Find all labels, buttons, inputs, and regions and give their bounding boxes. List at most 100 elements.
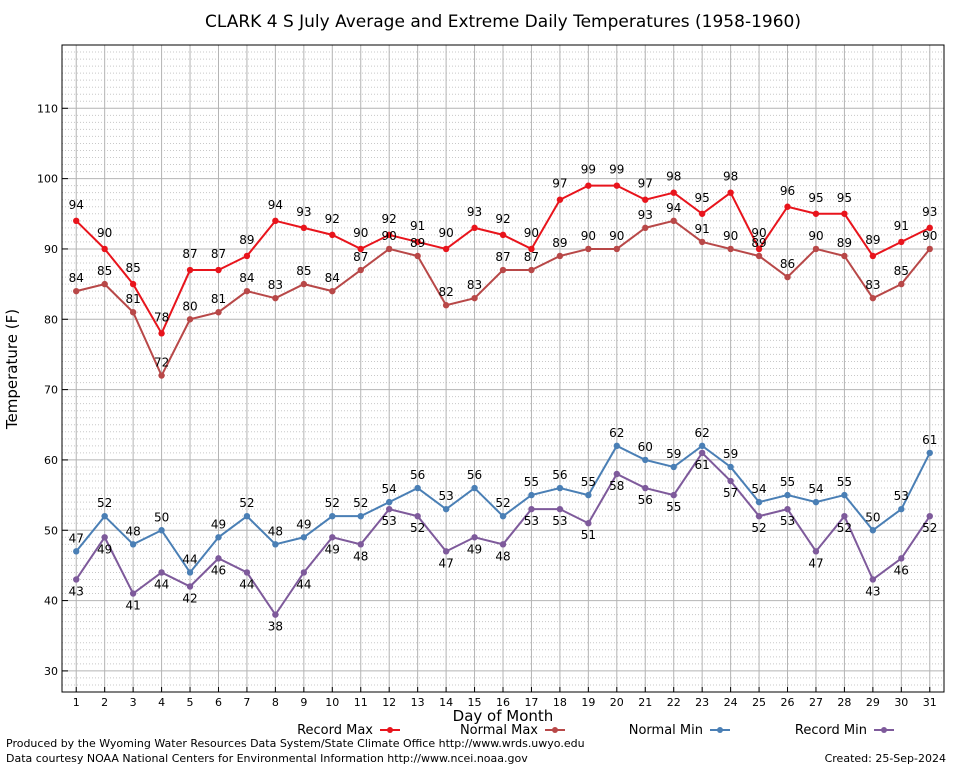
data-label-record-max: 87 (211, 247, 226, 261)
data-label-normal-min: 56 (467, 468, 482, 482)
point-record-min (243, 569, 251, 576)
point-normal-min (727, 463, 734, 471)
data-label-record-min: 46 (211, 563, 226, 577)
x-tick-label: 21 (638, 696, 652, 709)
y-tick-label: 40 (44, 595, 58, 608)
data-label-record-min: 49 (97, 542, 112, 556)
point-record-min (755, 512, 763, 520)
data-label-record-max: 95 (808, 191, 823, 205)
legend-marker-record-min (881, 727, 887, 733)
y-tick-label: 70 (44, 384, 58, 397)
point-record-max (471, 224, 478, 232)
data-label-record-max: 92 (325, 212, 340, 226)
point-record-max (442, 245, 450, 253)
data-label-record-min: 57 (723, 486, 738, 500)
point-normal-max (300, 280, 308, 288)
data-label-normal-min: 52 (239, 496, 254, 510)
point-normal-min (300, 534, 308, 541)
point-normal-min (329, 512, 336, 520)
data-label-record-min: 52 (922, 521, 937, 535)
point-record-max (585, 182, 592, 189)
data-label-normal-max: 82 (438, 285, 453, 299)
point-record-min (300, 569, 308, 576)
data-label-normal-max: 86 (780, 257, 795, 271)
data-label-record-min: 44 (239, 577, 254, 591)
y-axis-label: Temperature (F) (3, 309, 21, 430)
y-tick-label: 110 (37, 102, 58, 115)
x-tick-label: 26 (781, 696, 795, 709)
point-normal-max (812, 245, 820, 253)
point-normal-max (613, 245, 621, 253)
point-normal-max (869, 294, 877, 302)
data-label-record-max: 94 (268, 198, 283, 212)
point-normal-max (215, 309, 222, 316)
point-normal-min (186, 569, 194, 576)
data-label-record-max: 97 (552, 177, 567, 191)
data-label-record-max: 90 (524, 226, 539, 240)
data-label-normal-min: 53 (894, 489, 909, 503)
point-record-max (613, 182, 621, 189)
data-label-record-max: 95 (695, 191, 710, 205)
point-normal-min (898, 505, 905, 513)
data-label-normal-min: 54 (751, 482, 766, 496)
point-record-max (300, 224, 308, 232)
data-label-record-max: 98 (666, 170, 681, 184)
data-label-normal-min: 62 (695, 426, 710, 440)
data-label-normal-min: 55 (837, 475, 852, 489)
data-label-normal-min: 52 (325, 496, 340, 510)
point-normal-min (385, 498, 393, 506)
data-label-record-max: 95 (837, 191, 852, 205)
data-label-record-min: 49 (325, 542, 340, 556)
data-label-normal-max: 72 (154, 356, 169, 370)
point-record-max (784, 203, 791, 210)
point-normal-max (414, 252, 421, 260)
point-normal-max (556, 252, 564, 260)
point-record-max (329, 231, 336, 239)
point-record-max (129, 280, 137, 288)
point-normal-max (357, 266, 364, 274)
point-normal-max (272, 294, 279, 302)
data-label-record-min: 42 (182, 592, 197, 606)
x-tick-label: 19 (581, 696, 595, 709)
point-record-max (869, 252, 877, 260)
point-normal-min (215, 534, 222, 541)
x-tick-label: 6 (215, 696, 222, 709)
y-tick-label: 30 (44, 665, 58, 678)
x-tick-label: 9 (300, 696, 307, 709)
footer-created: Created: 25-Sep-2024 (824, 752, 946, 765)
point-record-max (755, 245, 763, 253)
data-label-record-max: 92 (382, 212, 397, 226)
data-label-normal-max: 90 (382, 229, 397, 243)
data-label-normal-min: 56 (410, 468, 425, 482)
data-label-normal-max: 83 (865, 278, 880, 292)
data-labels: 94 90 85 78 87 87 89 94 93 92 90 92 91 90 93 92 90 97 99 99… (69, 163, 938, 634)
data-label-normal-max: 89 (410, 236, 425, 250)
data-label-normal-min: 55 (524, 475, 539, 489)
x-tick-label: 23 (695, 696, 709, 709)
point-record-min (329, 534, 336, 541)
data-label-record-max: 89 (865, 233, 880, 247)
point-normal-min (471, 484, 478, 492)
point-record-max (357, 245, 364, 253)
data-label-record-min: 47 (808, 556, 823, 570)
point-record-min (812, 548, 820, 555)
data-label-record-min: 61 (695, 458, 710, 472)
data-label-normal-max: 84 (325, 271, 340, 285)
point-record-max (73, 217, 80, 225)
footer-courtesy: Data courtesy NOAA National Centers for … (6, 752, 528, 765)
point-record-min (101, 534, 108, 541)
data-label-normal-max: 90 (922, 229, 937, 243)
data-label-normal-min: 62 (609, 426, 624, 440)
point-normal-max (499, 266, 507, 274)
x-axis-label: Day of Month (453, 707, 554, 725)
point-record-min (414, 512, 421, 520)
point-normal-min (841, 491, 848, 499)
point-normal-min (528, 491, 535, 499)
point-normal-max (129, 309, 137, 316)
data-label-record-min: 47 (438, 556, 453, 570)
point-normal-min (698, 442, 706, 450)
data-label-record-min: 52 (837, 521, 852, 535)
point-record-min (613, 470, 621, 478)
data-label-record-max: 91 (410, 219, 425, 233)
